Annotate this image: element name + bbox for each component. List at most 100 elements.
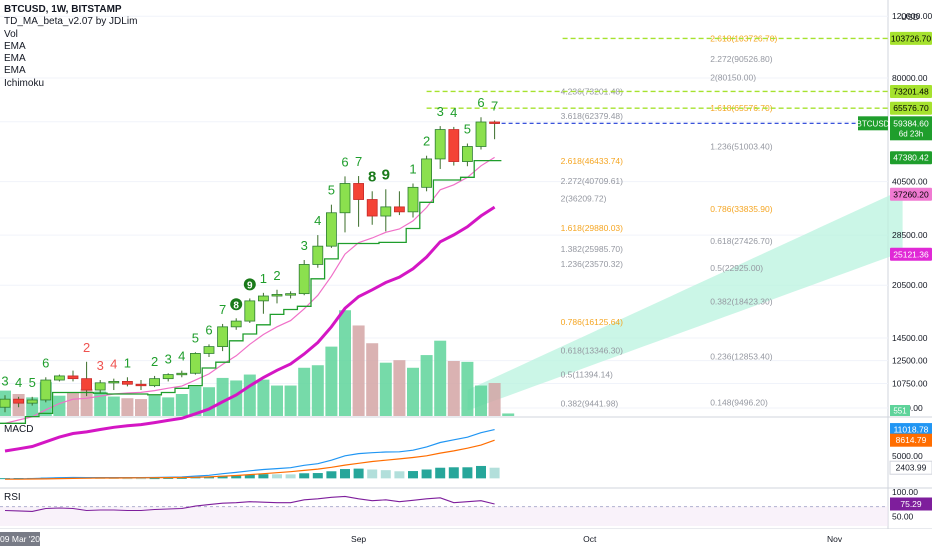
- price-axis-tick: 10750.00: [892, 379, 928, 389]
- td-count: 4: [110, 357, 117, 372]
- volume-bar: [434, 340, 447, 416]
- volume-bar: [475, 385, 487, 416]
- volume-bar: [80, 388, 93, 416]
- current-price-badge: [890, 116, 932, 141]
- td-count: 2: [423, 134, 430, 149]
- td-count: 7: [355, 154, 362, 169]
- macd-histogram-bar: [462, 467, 473, 479]
- candle-body: [13, 398, 25, 404]
- time-axis-label: Sep: [351, 534, 366, 544]
- indicator-label[interactable]: EMA: [4, 53, 26, 65]
- volume-bar: [447, 361, 460, 416]
- volume-bar: [298, 367, 311, 416]
- macd-axis-tick: 5000.00: [892, 451, 923, 461]
- indicator-label[interactable]: EMA: [4, 40, 26, 52]
- fib-level-label: 1.618(29880.03): [561, 223, 624, 233]
- fib-level-label: 0.148(9496.20): [710, 397, 768, 407]
- price-badge: [890, 187, 932, 201]
- fib-level-label: 0.786(33835.90): [710, 204, 773, 214]
- rsi-band: [0, 506, 888, 526]
- volume-bar: [488, 383, 501, 416]
- candle-body: [26, 399, 38, 404]
- volume-badge-label: 551: [893, 407, 907, 416]
- macd-histogram-bar: [136, 478, 146, 480]
- indicator-label[interactable]: Ichimoku: [4, 77, 45, 89]
- price-axis-tick: 40500.00: [892, 177, 928, 187]
- price-axis-tick: 120000.00: [892, 11, 932, 21]
- macd-histogram-bar: [489, 467, 500, 479]
- candle-body: [448, 129, 460, 162]
- indicator-label[interactable]: TD_MA_beta_v2.07 by JDLim: [4, 16, 138, 28]
- td-count-badge: [230, 298, 243, 311]
- volume-bar: [121, 398, 134, 416]
- fib-level-label: 2.618(103726.70): [710, 33, 777, 43]
- volume-bar: [271, 385, 283, 416]
- price-axis-tick: 14500.00: [892, 333, 928, 343]
- indicator-label[interactable]: EMA: [4, 65, 26, 77]
- fib-level-label: 0.236(12853.40): [710, 351, 773, 361]
- candle-body: [298, 264, 310, 295]
- td-count: 2: [83, 340, 90, 355]
- price-badge: [890, 151, 932, 165]
- fib-level-label: 0.618(27426.70): [710, 236, 773, 246]
- candle-body: [54, 375, 65, 381]
- rsi-badge-label: 75.29: [900, 499, 922, 509]
- price-badge: [890, 101, 932, 115]
- price-badge-label: 103726.70: [891, 33, 931, 43]
- td-count: 6: [205, 322, 212, 337]
- candle-body: [40, 379, 52, 401]
- volume-bar: [135, 399, 147, 416]
- td-count: 1: [260, 271, 267, 286]
- ema-line: [4, 205, 496, 453]
- fib-level-label: 2.618(46433.74): [561, 156, 624, 166]
- macd-histogram-bar: [435, 467, 446, 479]
- ichimoku-cloud: [467, 189, 903, 411]
- macd-badge-label: 8614.79: [896, 435, 927, 445]
- td-count: 5: [464, 122, 471, 137]
- td-count: 9: [382, 166, 390, 183]
- candle-body: [244, 300, 256, 322]
- candle-body: [380, 206, 392, 217]
- td-count: 6: [341, 154, 348, 169]
- macd-signal-line: [5, 439, 495, 480]
- td-count: 5: [29, 375, 36, 390]
- candle-body: [325, 212, 337, 247]
- rsi-pane-label[interactable]: RSI: [4, 492, 21, 503]
- volume-bar: [230, 380, 243, 416]
- macd-histogram-bar: [367, 469, 378, 479]
- price-axis-tick: 20500.00: [892, 280, 928, 290]
- macd-histogram-bar: [244, 474, 255, 479]
- candle-body: [285, 293, 297, 296]
- macd-histogram-bar: [476, 465, 486, 479]
- time-axis-highlight: [0, 532, 40, 546]
- candle-body: [203, 346, 215, 354]
- candle-body: [217, 326, 229, 348]
- macd-histogram-bar: [217, 475, 228, 479]
- candle-body: [407, 186, 419, 213]
- macd-histogram-bar: [408, 471, 418, 479]
- macd-pane-label[interactable]: MACD: [4, 424, 34, 435]
- volume-bar: [148, 395, 161, 416]
- price-badge: [890, 247, 932, 261]
- td-count: 3: [165, 351, 172, 366]
- td-count: 3: [1, 373, 8, 388]
- price-badge-label: 37260.20: [893, 189, 929, 199]
- td-count: 8: [233, 300, 239, 311]
- volume-bar: [243, 374, 256, 416]
- td-count: 5: [192, 330, 199, 345]
- macd-histogram-bar: [176, 477, 187, 479]
- td-count: 2: [151, 354, 158, 369]
- fib-level-label: 0.618(13346.30): [561, 346, 624, 356]
- td-count: 9: [247, 280, 253, 291]
- macd-histogram-bar: [204, 476, 214, 479]
- price-badge-label: 65576.70: [893, 103, 929, 113]
- volume-bar: [461, 361, 474, 416]
- indicator-label[interactable]: Vol: [4, 28, 18, 40]
- candle-body: [475, 121, 487, 147]
- macd-histogram-bar: [163, 477, 174, 479]
- candle-body: [122, 381, 133, 385]
- current-price-label: 59384.60: [893, 118, 929, 128]
- chart-legend: BTCUSD, 1W, BITSTAMP TD_MA_beta_v2.07 by…: [4, 4, 137, 90]
- price-badge: [890, 84, 932, 98]
